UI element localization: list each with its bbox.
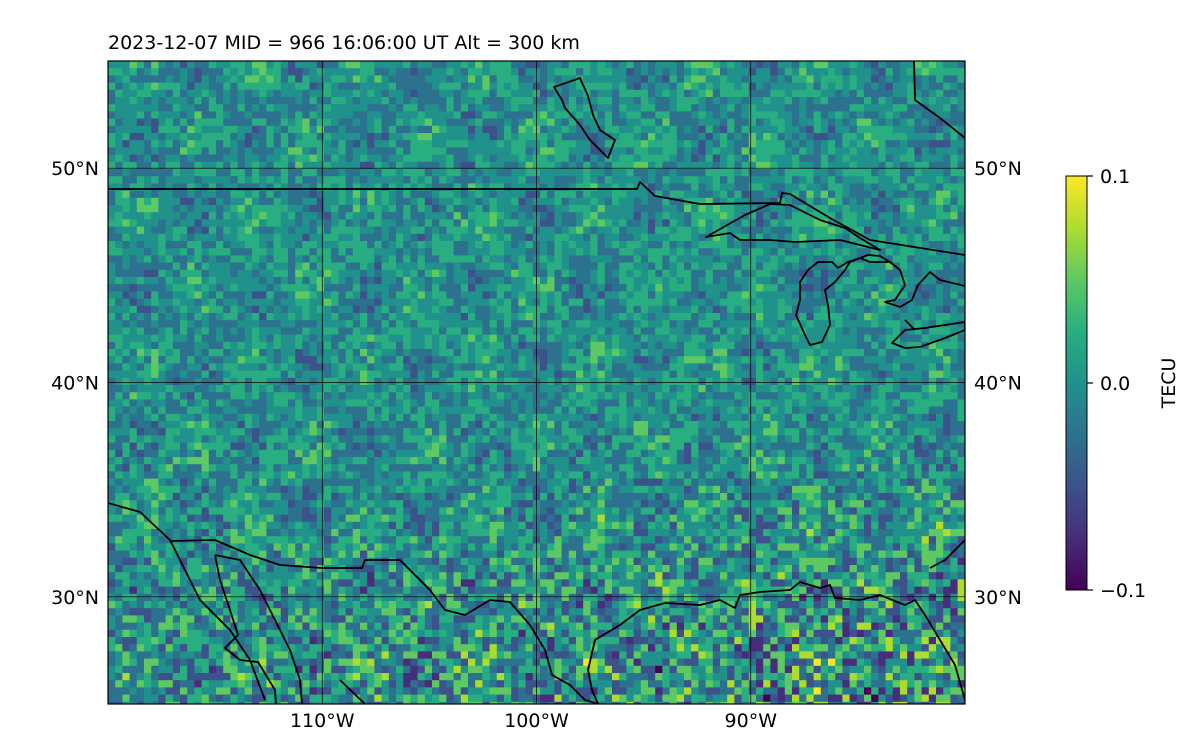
colorbar-tick-label: −0.1 — [1100, 580, 1146, 602]
colorbar: 0.1 0.0 −0.1 TECU — [1065, 166, 1180, 602]
lat-tick-label-left: 40°N — [51, 373, 99, 395]
colorbar-tick-label: 0.0 — [1100, 373, 1130, 395]
boundary-lines — [108, 61, 965, 704]
northern-coast — [553, 77, 616, 159]
colorbar-scale — [1065, 175, 1088, 591]
map-panel: 110°W 100°W 90°W 50°N 50°N 40°N 40°N 30°N 30°N — [51, 60, 1022, 732]
lon-tick-label: 90°W — [725, 710, 778, 732]
graticule-lines — [108, 61, 965, 704]
lat-tick-label-right: 40°N — [974, 373, 1022, 395]
lat-tick-label-left: 30°N — [51, 587, 99, 609]
lon-tick-label: 110°W — [290, 710, 355, 732]
colorbar-tick-label: 0.1 — [1100, 166, 1130, 188]
us-canada-border — [108, 181, 965, 256]
lake-michigan — [795, 254, 891, 346]
lon-tick-label: 100°W — [504, 710, 569, 732]
pacific-coast — [108, 502, 266, 701]
us-mexico-border — [169, 539, 599, 704]
baja-california — [214, 554, 303, 704]
map-title: 2023-12-07 MID = 966 16:06:00 UT Alt = 3… — [108, 32, 580, 54]
lat-tick-label-right: 30°N — [974, 587, 1022, 609]
map-frame — [107, 60, 966, 705]
axis-ticks: 110°W 100°W 90°W 50°N 50°N 40°N 40°N 30°N 30°N — [51, 158, 1022, 732]
tec-heatmap — [108, 61, 965, 704]
ontario-coast — [913, 61, 965, 139]
colorbar-label: TECU — [1158, 358, 1180, 410]
lat-tick-label-left: 50°N — [51, 158, 99, 180]
lat-tick-label-right: 50°N — [974, 158, 1022, 180]
colorbar-ticks: 0.1 0.0 −0.1 — [1087, 166, 1146, 602]
lake-superior — [705, 203, 881, 251]
lake-huron — [884, 261, 965, 308]
gulf-coast — [587, 581, 965, 704]
